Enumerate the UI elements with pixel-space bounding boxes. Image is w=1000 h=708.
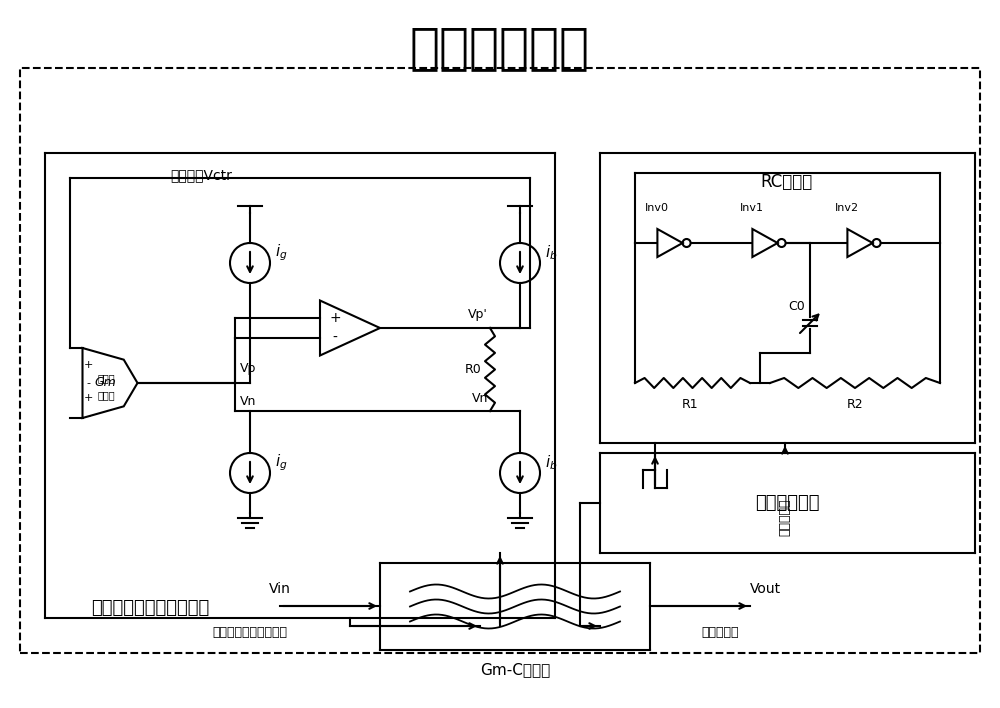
- Text: +: +: [83, 360, 93, 370]
- Text: Inv0: Inv0: [645, 203, 669, 213]
- Text: Vp': Vp': [468, 308, 488, 321]
- Text: 电容控制位: 电容控制位: [701, 626, 739, 639]
- Text: Vout: Vout: [750, 582, 781, 596]
- Text: 从跨导放大器控制电压: 从跨导放大器控制电压: [212, 626, 288, 639]
- Text: Inv2: Inv2: [835, 203, 859, 213]
- Text: Vin: Vin: [269, 582, 291, 596]
- Text: 频率校准电路: 频率校准电路: [410, 24, 590, 72]
- Text: 数字逻辑电路: 数字逻辑电路: [755, 494, 820, 512]
- Text: Gm-C滤波器: Gm-C滤波器: [480, 662, 550, 677]
- Text: +: +: [329, 311, 341, 325]
- Text: R0: R0: [465, 363, 482, 376]
- Text: 跨导放大器主从控制电路: 跨导放大器主从控制电路: [91, 599, 209, 617]
- Text: Gm: Gm: [94, 377, 116, 389]
- Text: 放大器: 放大器: [98, 390, 116, 400]
- Text: -: -: [333, 331, 337, 345]
- Text: C0: C0: [788, 300, 805, 313]
- Text: Vp: Vp: [240, 362, 256, 375]
- Text: $i_g$: $i_g$: [275, 452, 288, 474]
- Text: $i_b$: $i_b$: [545, 244, 557, 263]
- Text: 偏置电压Vctr: 偏置电压Vctr: [170, 168, 232, 182]
- Text: Inv1: Inv1: [740, 203, 764, 213]
- Text: +: +: [83, 393, 93, 403]
- Text: -: -: [86, 378, 90, 388]
- Text: R1: R1: [682, 398, 698, 411]
- Text: R2: R2: [847, 398, 863, 411]
- Text: 主跨导: 主跨导: [98, 373, 116, 383]
- Text: Vn: Vn: [240, 395, 256, 408]
- Text: $i_g$: $i_g$: [275, 243, 288, 263]
- Text: -: -: [86, 411, 90, 421]
- Text: Vn: Vn: [472, 392, 488, 405]
- Text: $i_b$: $i_b$: [545, 454, 557, 472]
- Text: 电容控制位: 电容控制位: [778, 498, 792, 535]
- Text: RC振荡器: RC振荡器: [761, 173, 813, 191]
